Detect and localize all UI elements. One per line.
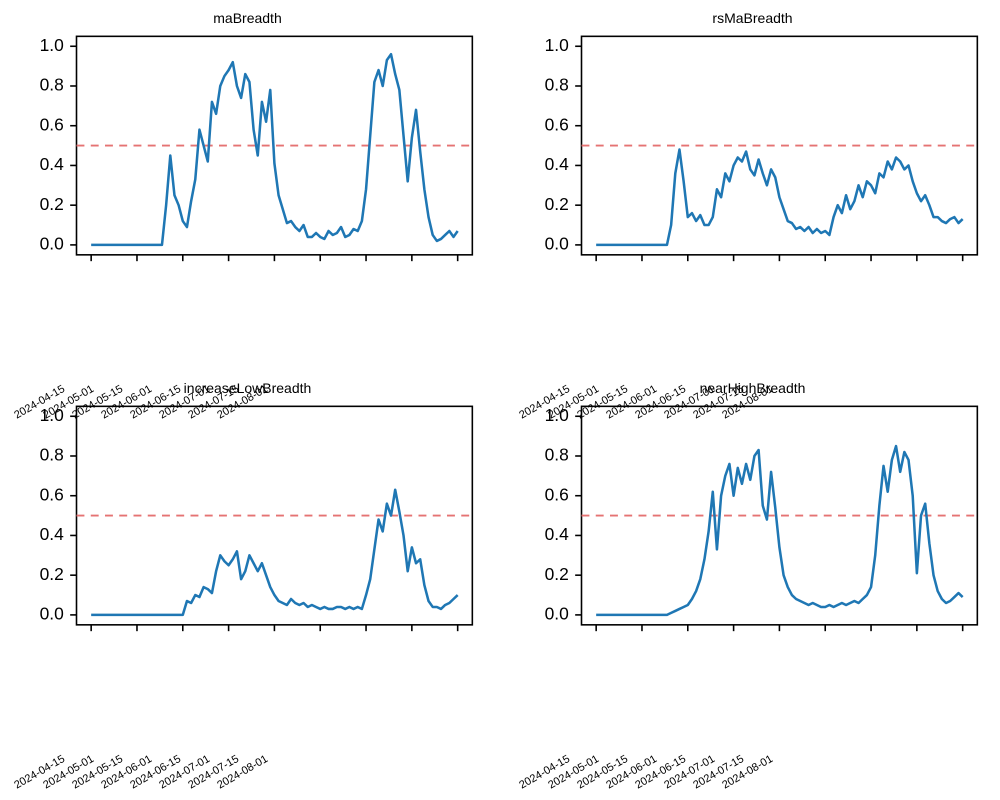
x-tick-label: 2024-07-01	[662, 753, 717, 792]
svg-text:0.8: 0.8	[545, 445, 569, 465]
svg-text:0.4: 0.4	[545, 154, 570, 174]
x-tick-label: 2024-07-01	[157, 753, 212, 792]
x-axis-labels: 2024-04-152024-05-012024-05-152024-06-01…	[515, 745, 990, 800]
panel-1: rsMaBreadth 0.00.20.40.60.81.0 2024-04-1…	[515, 10, 990, 375]
plot-svg: 0.0 0.2 0.4 0.6 0.8 1.0	[515, 400, 990, 638]
x-tick-label: 2024-04-15	[518, 753, 573, 792]
svg-text:1.0: 1.0	[40, 405, 64, 425]
x-tick-label: 2024-08-01	[215, 753, 270, 792]
svg-text:0.6: 0.6	[40, 484, 64, 504]
x-tick-label: 2024-05-01	[41, 753, 96, 792]
x-tick-label: 2024-05-01	[546, 753, 601, 792]
x-axis-labels: 2024-04-152024-05-012024-05-152024-06-01…	[10, 745, 485, 800]
x-tick-label: 2024-07-15	[186, 753, 241, 792]
x-tick-label: 2024-06-15	[633, 753, 688, 792]
svg-text:0.8: 0.8	[545, 75, 569, 95]
svg-text:0.6: 0.6	[40, 114, 64, 134]
panel-title: rsMaBreadth	[515, 10, 990, 26]
x-tick-label: 2024-08-01	[720, 753, 775, 792]
panel-title: nearHighBreadth	[515, 380, 990, 396]
svg-text:1.0: 1.0	[545, 405, 569, 425]
plot-area: 0.00.20.40.60.81.0 2024-04-152024-05-012…	[10, 30, 485, 375]
svg-text:0.0: 0.0	[40, 233, 64, 253]
x-tick-label: 2024-05-15	[70, 753, 125, 792]
svg-text:0.8: 0.8	[40, 445, 64, 465]
svg-text:0.4: 0.4	[40, 524, 65, 544]
x-tick-label: 2024-07-15	[691, 753, 746, 792]
plot-area: 0.00.20.40.60.81.0 2024-04-152024-05-012…	[515, 30, 990, 375]
panel-2: increaseLowBreadth 0.00.20.40.60.81.0 20…	[10, 380, 485, 745]
plot-area: 0.00.20.40.60.81.0 2024-04-152024-05-012…	[10, 400, 485, 745]
svg-text:0.2: 0.2	[545, 194, 569, 214]
x-tick-label: 2024-05-15	[575, 753, 630, 792]
svg-text:1.0: 1.0	[40, 35, 64, 55]
panel-0: maBreadth 0.00.20.40.60.81.0 2024-04-152…	[10, 10, 485, 375]
x-tick-label: 2024-06-01	[99, 753, 154, 792]
svg-text:0.4: 0.4	[545, 524, 570, 544]
panel-title: maBreadth	[10, 10, 485, 26]
panel-3: nearHighBreadth 0.00.20.40.60.81.0 2024-…	[515, 380, 990, 745]
chart-grid: maBreadth 0.00.20.40.60.81.0 2024-04-152…	[0, 0, 1000, 800]
svg-text:0.0: 0.0	[545, 233, 569, 253]
svg-text:1.0: 1.0	[545, 35, 569, 55]
svg-text:0.0: 0.0	[40, 603, 64, 623]
panel-title: increaseLowBreadth	[10, 380, 485, 396]
x-tick-label: 2024-06-15	[128, 753, 183, 792]
plot-svg: 0.0 0.2 0.4 0.6 0.8 1.0	[10, 30, 485, 268]
plot-svg: 0.0 0.2 0.4 0.6 0.8 1.0	[10, 400, 485, 638]
svg-text:0.4: 0.4	[40, 154, 65, 174]
svg-text:0.8: 0.8	[40, 75, 64, 95]
svg-text:0.2: 0.2	[40, 194, 64, 214]
svg-text:0.2: 0.2	[40, 564, 64, 584]
x-tick-label: 2024-04-15	[13, 753, 68, 792]
svg-text:0.6: 0.6	[545, 114, 569, 134]
svg-text:0.0: 0.0	[545, 603, 569, 623]
svg-text:0.6: 0.6	[545, 484, 569, 504]
svg-text:0.2: 0.2	[545, 564, 569, 584]
plot-svg: 0.0 0.2 0.4 0.6 0.8 1.0	[515, 30, 990, 268]
plot-area: 0.00.20.40.60.81.0 2024-04-152024-05-012…	[515, 400, 990, 745]
x-tick-label: 2024-06-01	[604, 753, 659, 792]
